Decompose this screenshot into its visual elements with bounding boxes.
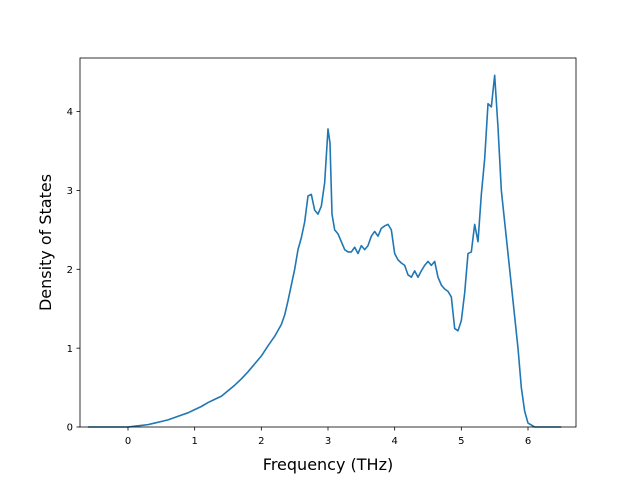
x-tick-label: 6 [525, 436, 531, 447]
x-tick-label: 5 [458, 436, 464, 447]
x-axis: 0 1 2 3 4 5 6 [125, 427, 531, 447]
y-tick-label: 3 [67, 186, 73, 197]
x-tick-label: 3 [325, 436, 331, 447]
x-tick-label: 4 [391, 436, 397, 447]
y-tick-label: 1 [67, 344, 73, 355]
x-tick-label: 1 [191, 436, 197, 447]
dos-series-line-0 [88, 74, 562, 428]
y-tick-label: 2 [67, 265, 73, 276]
y-tick-label: 4 [67, 107, 73, 118]
x-axis-label: Frequency (THz) [263, 455, 393, 474]
x-tick-label: 0 [125, 436, 131, 447]
y-axis: 0 1 2 3 4 [67, 107, 80, 434]
plot-area [88, 74, 562, 428]
y-axis-label: Density of States [36, 174, 55, 311]
y-tick-label: 0 [67, 423, 73, 434]
x-tick-label: 2 [258, 436, 264, 447]
